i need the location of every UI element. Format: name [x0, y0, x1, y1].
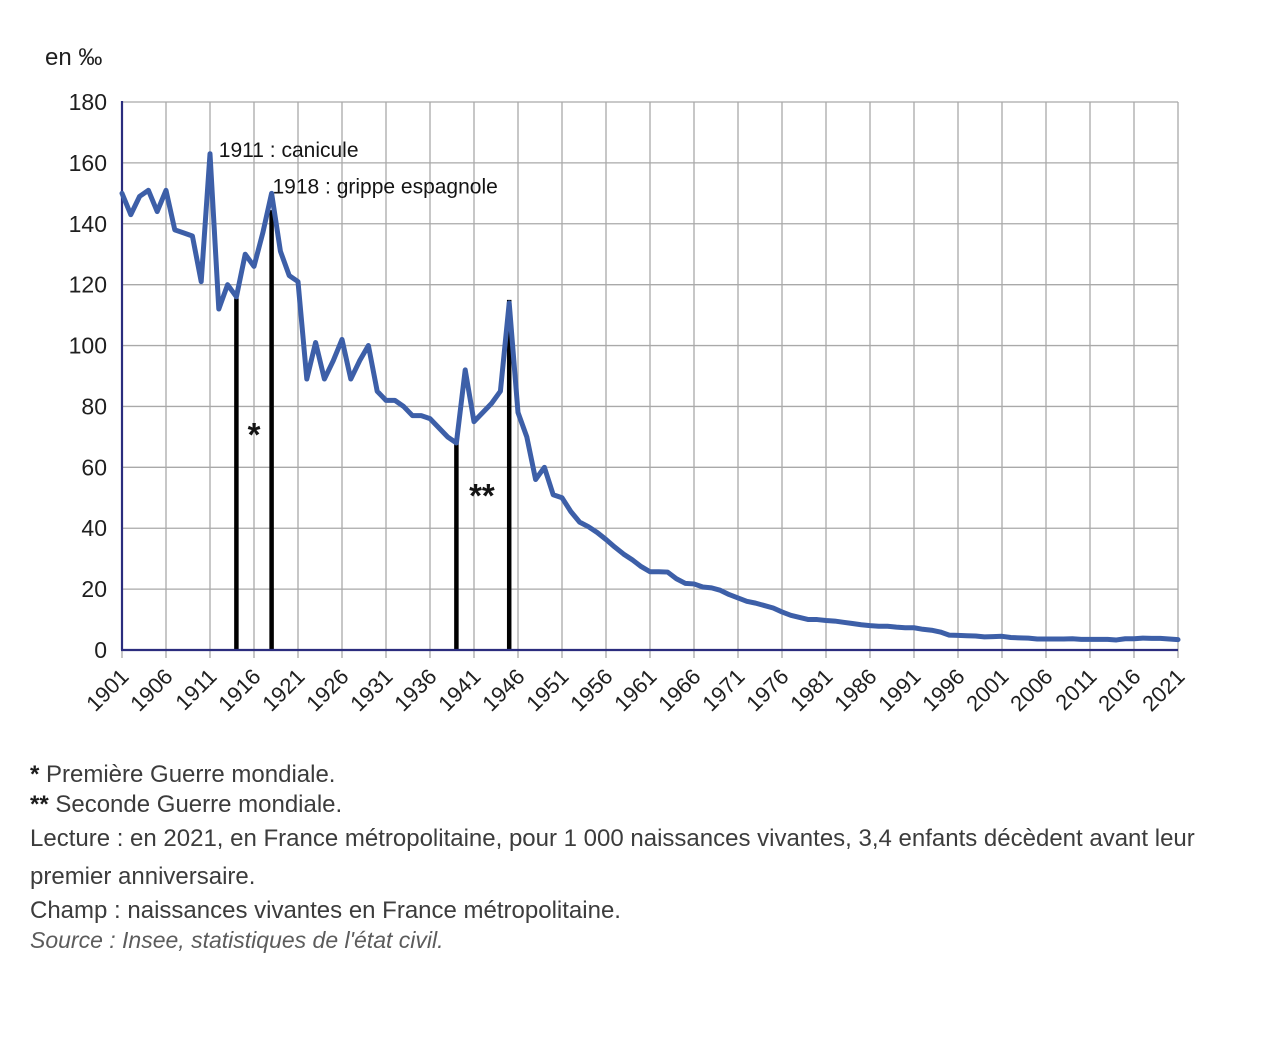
x-tick-label-1906: 1906 [125, 664, 177, 716]
x-tick-label-1961: 1961 [609, 664, 661, 716]
annotation-1: 1911 : canicule [219, 139, 359, 162]
war-star-marker-1: * [248, 416, 261, 453]
x-tick-label-1956: 1956 [565, 664, 617, 716]
y-tick-label-160: 160 [69, 150, 107, 176]
x-tick-label-1921: 1921 [257, 664, 309, 716]
x-tick-label-1981: 1981 [785, 664, 837, 716]
ww1-note-text: Première Guerre mondiale. [39, 761, 336, 788]
y-tick-label-140: 140 [69, 211, 107, 237]
footnote-ww2: ** Seconde Guerre mondiale. [30, 790, 1242, 820]
x-tick-label-1931: 1931 [345, 664, 397, 716]
x-tick-label-1971: 1971 [697, 664, 749, 716]
series-infant-mortality-rate [119, 151, 1181, 643]
x-tick-label-1941: 1941 [433, 664, 485, 716]
y-axis-unit-label: en ‰ [45, 44, 103, 71]
x-tick-label-1976: 1976 [741, 664, 793, 716]
y-tick-label-100: 100 [69, 333, 107, 359]
x-tick-label-1911: 1911 [170, 664, 221, 715]
war-star-marker-2: ** [469, 477, 495, 514]
x-tick-label-2006: 2006 [1005, 664, 1057, 716]
x-tick-label-1986: 1986 [829, 664, 881, 716]
y-tick-label-120: 120 [69, 272, 107, 298]
footnotes: * Première Guerre mondiale. ** Seconde G… [30, 760, 1242, 955]
x-tick-label-1951: 1951 [521, 664, 573, 716]
x-tick-label-1991: 1991 [873, 664, 925, 716]
x-tick-label-1966: 1966 [653, 664, 705, 716]
x-tick-label-2011: 2011 [1050, 664, 1101, 715]
x-tick-label-2016: 2016 [1093, 664, 1145, 716]
footnote-ww1: * Première Guerre mondiale. [30, 760, 1242, 790]
x-tick-label-2001: 2001 [961, 664, 1013, 716]
y-tick-label-20: 20 [81, 576, 107, 602]
y-tick-label-40: 40 [81, 515, 107, 541]
x-tick-label-1996: 1996 [917, 664, 969, 716]
ww1-star-marker: * [30, 761, 40, 788]
x-tick-label-1926: 1926 [301, 664, 353, 716]
x-tick-label-2021: 2021 [1137, 664, 1189, 716]
y-tick-label-80: 80 [81, 393, 107, 419]
x-tick-label-1936: 1936 [389, 664, 441, 716]
y-tick-label-60: 60 [81, 454, 107, 480]
x-tick-label-1916: 1916 [213, 664, 265, 716]
ww2-star-marker: ** [30, 791, 49, 818]
y-tick-label-0: 0 [94, 637, 107, 663]
annotation-2: 1918 : grippe espagnole [272, 175, 497, 198]
ww2-note-text: Seconde Guerre mondiale. [48, 791, 343, 818]
x-tick-label-1946: 1946 [477, 664, 529, 716]
y-tick-label-180: 180 [69, 89, 107, 115]
x-tick-label-1901: 1901 [81, 664, 133, 716]
champ-note: Champ : naissances vivantes en France mé… [30, 897, 621, 924]
lecture-note: Lecture : en 2021, en France métropolita… [30, 825, 1195, 890]
source-note: Source : Insee, statistiques de l'état c… [30, 927, 444, 953]
